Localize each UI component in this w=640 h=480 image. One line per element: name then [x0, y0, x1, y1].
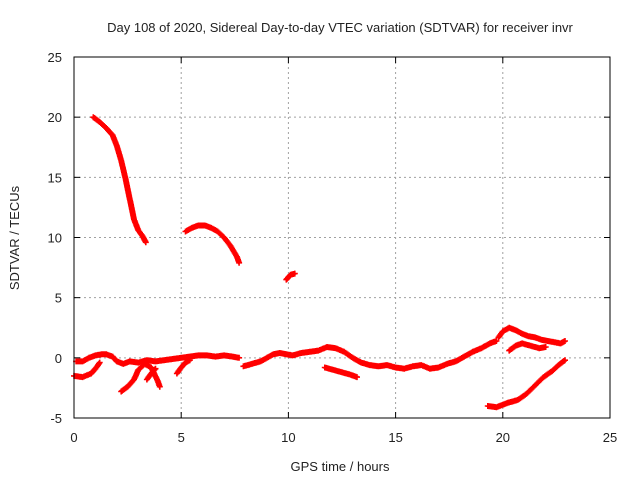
series-arc-10 — [321, 364, 360, 381]
series-arc-11 — [495, 324, 568, 347]
data-point-markers — [182, 222, 243, 266]
series-arc-7 — [143, 365, 159, 383]
data-point-markers — [143, 365, 159, 383]
y-tick-label: 5 — [55, 291, 62, 306]
grid-layer — [74, 57, 610, 418]
y-tick-label: 20 — [48, 110, 62, 125]
y-tick-label: 15 — [48, 170, 62, 185]
data-point-markers — [173, 357, 193, 377]
data-point-markers — [484, 357, 568, 411]
y-tick-label: 10 — [48, 231, 62, 246]
series-layer — [71, 114, 568, 411]
y-tick-label: 0 — [55, 351, 62, 366]
x-tick-label: 20 — [496, 430, 510, 445]
series-arc-12 — [506, 340, 549, 354]
y-axis-label: SDTVAR / TECUs — [7, 185, 22, 290]
x-tick-label: 10 — [281, 430, 295, 445]
x-tick-label: 15 — [388, 430, 402, 445]
data-point-markers — [495, 324, 568, 347]
chart-title: Day 108 of 2020, Sidereal Day-to-day VTE… — [107, 20, 573, 35]
data-point-markers — [321, 364, 360, 381]
x-axis-label: GPS time / hours — [291, 459, 390, 474]
data-point-markers — [283, 270, 298, 283]
data-point-markers — [506, 340, 549, 354]
series-arc-8 — [173, 357, 193, 377]
x-tick-label: 25 — [603, 430, 617, 445]
x-tick-label: 5 — [178, 430, 185, 445]
data-point-markers — [240, 338, 500, 372]
series-arc-3 — [283, 270, 298, 283]
tick-layer: 0 5 10 15 20 25 -5 0 5 10 15 20 25 — [48, 50, 618, 445]
y-tick-label: 25 — [48, 50, 62, 65]
series-arc-9 — [240, 338, 500, 372]
series-arc-2 — [182, 222, 243, 266]
y-tick-label: -5 — [50, 411, 62, 426]
series-arc-1 — [90, 114, 149, 246]
x-tick-label: 0 — [70, 430, 77, 445]
series-arc-13 — [484, 357, 568, 411]
data-point-markers — [90, 114, 149, 246]
